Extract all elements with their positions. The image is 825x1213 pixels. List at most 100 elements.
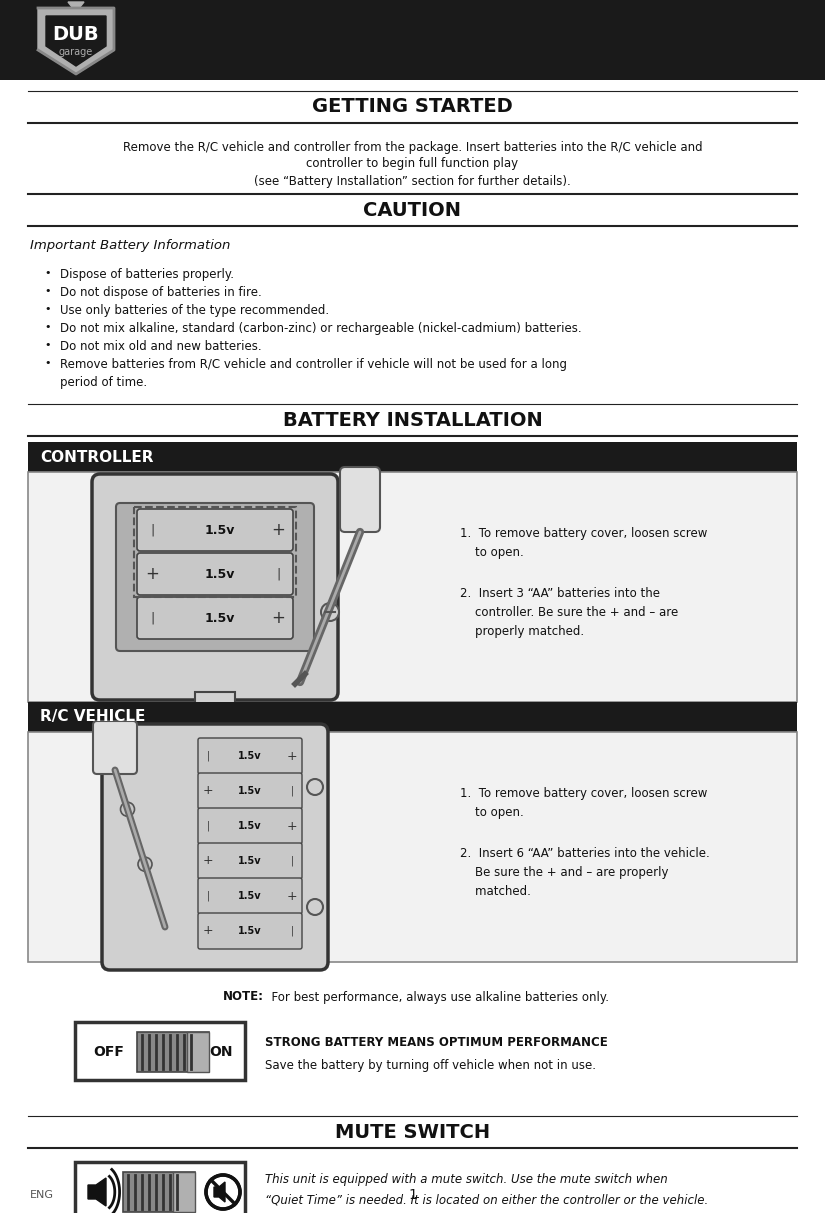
- Polygon shape: [88, 1178, 106, 1206]
- Text: 1.5v: 1.5v: [238, 751, 262, 761]
- Bar: [137, 1032, 209, 1072]
- Text: GETTING STARTED: GETTING STARTED: [312, 97, 513, 116]
- Text: Use only batteries of the type recommended.: Use only batteries of the type recommend…: [60, 304, 329, 317]
- FancyBboxPatch shape: [198, 878, 302, 915]
- Text: |: |: [150, 611, 154, 625]
- Text: |: |: [290, 926, 294, 936]
- Text: 2.  Insert 6 “AA” batteries into the vehicle.
    Be sure the + and – are proper: 2. Insert 6 “AA” batteries into the vehi…: [460, 847, 710, 898]
- Text: Do not mix alkaline, standard (carbon-zinc) or rechargeable (nickel-cadmium) bat: Do not mix alkaline, standard (carbon-zi…: [60, 321, 582, 335]
- FancyBboxPatch shape: [198, 808, 302, 844]
- Bar: [28, 442, 797, 472]
- Bar: [28, 472, 797, 702]
- Text: Remove batteries from R/C vehicle and controller if vehicle will not be used for: Remove batteries from R/C vehicle and co…: [60, 358, 567, 389]
- Text: DUB: DUB: [53, 24, 99, 44]
- Text: •: •: [45, 358, 51, 368]
- Text: ON: ON: [210, 1046, 233, 1059]
- Text: |: |: [150, 524, 154, 536]
- FancyBboxPatch shape: [93, 721, 137, 774]
- Text: •: •: [45, 304, 51, 314]
- Text: |: |: [206, 821, 210, 831]
- Text: STRONG BATTERY MEANS OPTIMUM PERFORMANCE: STRONG BATTERY MEANS OPTIMUM PERFORMANCE: [265, 1036, 608, 1048]
- Text: +: +: [271, 609, 285, 627]
- Text: |: |: [206, 751, 210, 762]
- Bar: [0, 0, 825, 80]
- Text: 1.5v: 1.5v: [238, 926, 262, 936]
- Circle shape: [307, 779, 323, 795]
- FancyBboxPatch shape: [340, 467, 380, 533]
- Bar: [173, 1172, 195, 1212]
- Text: +: +: [271, 522, 285, 539]
- Text: MUTE SWITCH: MUTE SWITCH: [335, 1122, 490, 1141]
- Text: •: •: [45, 340, 51, 351]
- Circle shape: [120, 802, 134, 816]
- FancyBboxPatch shape: [92, 474, 338, 700]
- FancyBboxPatch shape: [116, 503, 314, 651]
- Text: 1.5v: 1.5v: [238, 856, 262, 866]
- Text: Do not mix old and new batteries.: Do not mix old and new batteries.: [60, 340, 262, 353]
- Text: Remove the R/C vehicle and controller from the package. Insert batteries into th: Remove the R/C vehicle and controller fr…: [123, 141, 702, 154]
- Text: |: |: [290, 786, 294, 796]
- Text: 1.5v: 1.5v: [205, 611, 235, 625]
- Text: +: +: [203, 785, 214, 797]
- Text: 1.  To remove battery cover, loosen screw
    to open.: 1. To remove battery cover, loosen screw…: [460, 526, 707, 559]
- Text: controller to begin full function play: controller to begin full function play: [306, 158, 519, 171]
- Circle shape: [138, 858, 152, 871]
- Circle shape: [307, 899, 323, 915]
- Text: 1.5v: 1.5v: [205, 568, 235, 581]
- Text: 1.5v: 1.5v: [238, 786, 262, 796]
- Bar: [123, 1172, 195, 1212]
- Text: +: +: [203, 924, 214, 938]
- Bar: [28, 702, 797, 731]
- Text: (see “Battery Installation” section for further details).: (see “Battery Installation” section for …: [254, 175, 571, 188]
- Text: +: +: [287, 889, 297, 902]
- Text: BATTERY INSTALLATION: BATTERY INSTALLATION: [283, 410, 542, 429]
- FancyBboxPatch shape: [198, 738, 302, 774]
- Text: |: |: [206, 890, 210, 901]
- Text: garage: garage: [59, 47, 93, 57]
- Text: CONTROLLER: CONTROLLER: [40, 450, 153, 465]
- Text: Dispose of batteries properly.: Dispose of batteries properly.: [60, 268, 234, 281]
- Text: |: |: [276, 568, 280, 581]
- Polygon shape: [214, 1181, 225, 1202]
- Text: This unit is equipped with a mute switch. Use the mute switch when: This unit is equipped with a mute switch…: [265, 1173, 667, 1186]
- Bar: [134, 507, 296, 597]
- FancyBboxPatch shape: [137, 597, 293, 639]
- Text: Save the battery by turning off vehicle when not in use.: Save the battery by turning off vehicle …: [265, 1059, 596, 1072]
- Text: +: +: [287, 820, 297, 832]
- Bar: [205, 717, 225, 725]
- Text: 1.5v: 1.5v: [205, 524, 235, 536]
- Bar: [187, 1032, 209, 1072]
- Text: Important Battery Information: Important Battery Information: [30, 239, 230, 252]
- Polygon shape: [46, 16, 106, 66]
- Text: Do not dispose of batteries in fire.: Do not dispose of batteries in fire.: [60, 286, 262, 298]
- Text: For best performance, always use alkaline batteries only.: For best performance, always use alkalin…: [265, 991, 610, 1003]
- Text: 1.  To remove battery cover, loosen screw
    to open.: 1. To remove battery cover, loosen screw…: [460, 787, 707, 819]
- Text: •: •: [45, 321, 51, 332]
- Text: 2.  Insert 3 “AA” batteries into the
    controller. Be sure the + and – are
   : 2. Insert 3 “AA” batteries into the cont…: [460, 587, 678, 638]
- Text: “Quiet Time” is needed. It is located on either the controller or the vehicle.: “Quiet Time” is needed. It is located on…: [265, 1194, 708, 1207]
- Text: +: +: [203, 854, 214, 867]
- Text: 1.5v: 1.5v: [238, 892, 262, 901]
- Bar: [75, 1023, 245, 1080]
- Text: |: |: [290, 855, 294, 866]
- Polygon shape: [68, 2, 84, 12]
- Text: NOTE:: NOTE:: [223, 991, 263, 1003]
- Circle shape: [206, 1175, 240, 1209]
- Text: •: •: [45, 268, 51, 278]
- Polygon shape: [38, 8, 114, 74]
- Text: R/C VEHICLE: R/C VEHICLE: [40, 710, 145, 724]
- Text: OFF: OFF: [93, 1046, 124, 1059]
- Bar: [75, 1162, 245, 1213]
- Bar: [195, 691, 235, 717]
- Text: 1: 1: [408, 1188, 417, 1202]
- FancyBboxPatch shape: [198, 773, 302, 809]
- Bar: [28, 731, 797, 962]
- Text: 1.5v: 1.5v: [238, 821, 262, 831]
- FancyBboxPatch shape: [137, 509, 293, 551]
- Circle shape: [321, 603, 339, 621]
- FancyBboxPatch shape: [198, 913, 302, 949]
- FancyBboxPatch shape: [137, 553, 293, 596]
- Text: +: +: [145, 565, 159, 583]
- Text: •: •: [45, 286, 51, 296]
- Text: ENG: ENG: [30, 1190, 54, 1200]
